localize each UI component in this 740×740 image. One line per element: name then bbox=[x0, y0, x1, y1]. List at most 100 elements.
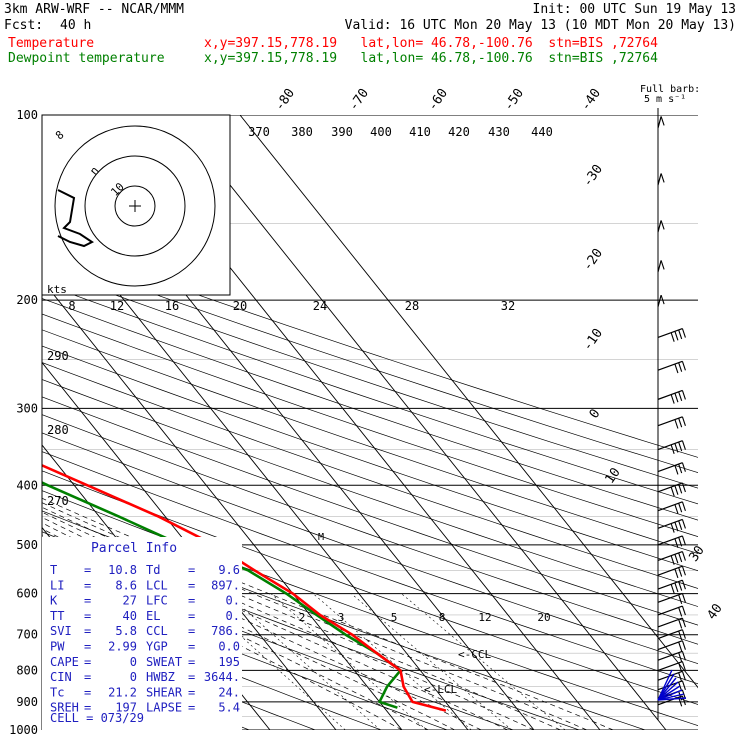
isotherm-label-40: 40 bbox=[704, 601, 725, 622]
wind-barb bbox=[657, 482, 686, 497]
hodograph-speed-label-12: 12 bbox=[110, 299, 124, 313]
dry-adiabat bbox=[42, 490, 698, 727]
theta-label-430: 430 bbox=[488, 125, 510, 139]
pressure-label-400: 400 bbox=[16, 478, 38, 492]
parcel-cell: CELL = 073/29 bbox=[50, 711, 144, 725]
parcel-eq: = bbox=[188, 578, 195, 592]
parcel-key-T: T bbox=[50, 563, 57, 577]
parcel-value-YGP: 0.0 bbox=[218, 640, 240, 654]
pressure-label-1000: 1000 bbox=[9, 723, 38, 737]
dry-adiabat bbox=[42, 432, 698, 665]
barb-legend-line1: Full barb: bbox=[640, 84, 701, 95]
valid-time: Valid: 16 UTC Mon 20 May 13 (10 MDT Mon … bbox=[344, 18, 736, 33]
surface-wind-barb bbox=[657, 685, 681, 701]
parcel-key-LAPSE: LAPSE bbox=[146, 701, 182, 715]
surface-wind-barb bbox=[657, 697, 687, 701]
dry-adiabat bbox=[42, 379, 698, 607]
hodograph-speed-label-24: 24 bbox=[313, 299, 327, 313]
dry-adiabat bbox=[42, 414, 698, 645]
parcel-value-LAPSE: 5.4 bbox=[218, 701, 240, 715]
parcel-key-LI: LI bbox=[50, 578, 64, 592]
parcel-value-K: 27 bbox=[123, 594, 137, 608]
parcel-value-T: 10.8 bbox=[108, 563, 137, 577]
dry-adiabat bbox=[42, 313, 698, 538]
mixing-ratio-label-12: 12 bbox=[478, 611, 491, 624]
isotherm bbox=[173, 115, 667, 730]
hodograph-units-label: kts bbox=[47, 283, 67, 296]
moist-adiabat bbox=[42, 516, 508, 730]
surface-wind-barb bbox=[657, 681, 679, 701]
parcel-key-CIN: CIN bbox=[50, 670, 72, 684]
isotherm-label-10: 10 bbox=[602, 465, 623, 486]
isotherm bbox=[42, 279, 403, 730]
wind-barb bbox=[657, 501, 686, 514]
wind-barb bbox=[657, 650, 686, 662]
parcel-key-Tc: Tc bbox=[50, 685, 64, 699]
parcel-key-K: K bbox=[50, 594, 58, 608]
hodograph-frame bbox=[41, 114, 231, 296]
parcel-value-Td: 9.6 bbox=[218, 563, 240, 577]
dry-adiabat bbox=[42, 253, 698, 474]
temperature-location: x,y=397.15,778.19 lat,lon= 46.78,-100.76… bbox=[204, 36, 658, 51]
isotherm-label--30: -30 bbox=[580, 162, 606, 190]
parcel-value-LI: 8.6 bbox=[115, 578, 137, 592]
dry-adiabat bbox=[42, 470, 698, 705]
parcel-eq: = bbox=[188, 655, 195, 669]
theta-axis-label-270: 270 bbox=[47, 494, 69, 508]
theta-label-390: 390 bbox=[331, 125, 353, 139]
wind-barb bbox=[657, 550, 686, 565]
dry-adiabat bbox=[42, 298, 698, 521]
temperature-profile bbox=[42, 463, 447, 712]
barb-legend-line2: 5 m s⁻¹ bbox=[644, 94, 687, 105]
dry-adiabat bbox=[42, 362, 698, 589]
pressure-label-200: 200 bbox=[16, 293, 38, 307]
moist-adiabat bbox=[42, 541, 403, 730]
dewpoint-location: x,y=397.15,778.19 lat,lon= 46.78,-100.76… bbox=[204, 51, 658, 66]
dry-adiabat bbox=[42, 575, 448, 730]
parcel-value-HWBZ: 3644. bbox=[204, 670, 240, 684]
dewpoint-legend: Dewpoint temperature bbox=[8, 51, 165, 66]
wind-barb bbox=[657, 629, 686, 641]
parcel-value-SHEAR: 24. bbox=[218, 685, 240, 699]
parcel-eq: = bbox=[84, 594, 91, 608]
wind-barb bbox=[657, 592, 686, 604]
theta-label-410: 410 bbox=[409, 125, 431, 139]
parcel-eq: = bbox=[84, 624, 91, 638]
parcel-key-CAPE: CAPE bbox=[50, 655, 79, 669]
isotherm-label--50: -50 bbox=[501, 86, 527, 114]
theta-axis-label-280: 280 bbox=[47, 423, 69, 437]
dry-adiabat bbox=[42, 239, 698, 458]
isotherm-label-30: 30 bbox=[686, 543, 707, 564]
wind-barb bbox=[657, 328, 686, 342]
wind-barb bbox=[657, 440, 686, 454]
theta-label-440: 440 bbox=[531, 125, 553, 139]
parcel-value-PW: 2.99 bbox=[108, 640, 137, 654]
melting-level-marker: M bbox=[318, 532, 324, 543]
mixing-ratio-label-8: 8 bbox=[439, 611, 446, 624]
parcel-info-panel bbox=[42, 537, 242, 730]
pressure-label-700: 700 bbox=[16, 628, 38, 642]
isotherm-label--60: -60 bbox=[425, 86, 451, 114]
mixing-ratio-label-3: 3 bbox=[338, 611, 345, 624]
isotherm bbox=[42, 361, 337, 730]
pressure-label-100: 100 bbox=[16, 108, 38, 122]
theta-label-380: 380 bbox=[291, 125, 313, 139]
wind-barb bbox=[657, 535, 686, 548]
parcel-key-YGP: YGP bbox=[146, 640, 168, 654]
hodograph-speed-label-16: 16 bbox=[165, 299, 179, 313]
wind-barb bbox=[657, 579, 686, 594]
surface-wind-barb bbox=[657, 689, 683, 701]
surface-wind-barb bbox=[657, 677, 677, 701]
parcel-eq: = bbox=[188, 563, 195, 577]
pressure-label-300: 300 bbox=[16, 401, 38, 415]
moist-adiabat bbox=[42, 502, 587, 730]
init-time: Init: 00 UTC Sun 19 May 13 bbox=[532, 2, 737, 17]
parcel-eq: = bbox=[188, 670, 195, 684]
parcel-value-CAPE: 0 bbox=[130, 655, 137, 669]
parcel-value-CIN: 0 bbox=[130, 670, 137, 684]
model-title: 3km ARW-WRF -- NCAR/MMM bbox=[4, 2, 185, 17]
isotherm-label--70: -70 bbox=[346, 86, 372, 114]
wind-barb bbox=[657, 660, 686, 673]
parcel-info-title: Parcel Info bbox=[91, 541, 177, 556]
wind-barb bbox=[657, 565, 686, 579]
